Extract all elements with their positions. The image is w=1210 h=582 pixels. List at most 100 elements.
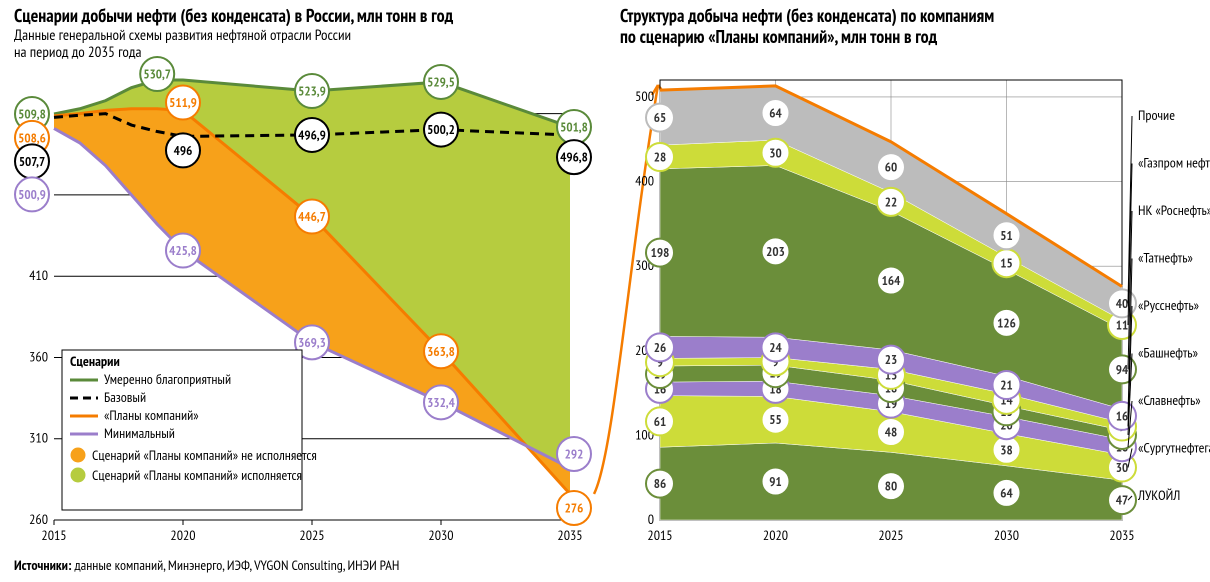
- company-label: «Газпром нефть»: [1138, 154, 1210, 172]
- svg-text:2020: 2020: [170, 526, 195, 544]
- stack-badge: 164: [877, 267, 905, 295]
- stack-badge: 64: [762, 99, 790, 127]
- legend-line-label: «Планы компаний»: [104, 406, 199, 424]
- stack-badge: 55: [762, 406, 790, 434]
- svg-text:60: 60: [885, 159, 897, 176]
- stack-badge: 60: [877, 153, 905, 181]
- company-label: Прочие: [1138, 106, 1175, 124]
- legend-line-label: Базовый: [104, 388, 146, 406]
- svg-text:51: 51: [1000, 227, 1012, 244]
- value-badge: 530,7: [140, 57, 174, 91]
- svg-text:198: 198: [651, 244, 670, 261]
- stack-badge: 47: [1108, 486, 1136, 514]
- stack-badge: 15: [993, 249, 1021, 277]
- company-label: ЛУКОЙЛ: [1137, 486, 1180, 504]
- svg-text:530,7: 530,7: [143, 66, 171, 83]
- value-badge: 425,8: [166, 234, 200, 268]
- svg-text:30: 30: [769, 144, 781, 161]
- svg-text:369,3: 369,3: [298, 334, 326, 351]
- svg-text:28: 28: [654, 149, 666, 166]
- svg-text:55: 55: [769, 411, 781, 428]
- stack-badge: 64: [993, 479, 1021, 507]
- svg-text:164: 164: [882, 272, 901, 289]
- value-badge: 529,5: [424, 65, 458, 99]
- stack-badge: 23: [877, 346, 905, 374]
- svg-text:310: 310: [29, 429, 48, 447]
- sources-text: данные компаний, Минэнерго, ИЭФ, VYGON C…: [71, 556, 399, 574]
- svg-text:16: 16: [1116, 407, 1128, 424]
- svg-text:529,5: 529,5: [427, 73, 455, 90]
- svg-text:2015: 2015: [647, 526, 672, 544]
- svg-text:2025: 2025: [878, 526, 903, 544]
- svg-text:15: 15: [1000, 255, 1012, 272]
- svg-text:21: 21: [1000, 377, 1012, 394]
- svg-text:64: 64: [769, 105, 782, 122]
- stack-badge: 26: [646, 333, 674, 361]
- svg-text:86: 86: [654, 475, 666, 492]
- svg-text:360: 360: [29, 347, 48, 365]
- svg-text:446,7: 446,7: [298, 208, 326, 225]
- value-badge: 507,7: [15, 144, 49, 178]
- svg-text:80: 80: [885, 478, 897, 495]
- stack-badge: 21: [993, 371, 1021, 399]
- value-badge: 500,2: [424, 113, 458, 147]
- charts-svg: 2603103604104605102015202020252030203550…: [0, 0, 1210, 582]
- svg-text:2015: 2015: [41, 526, 66, 544]
- value-badge: 496,8: [557, 140, 591, 174]
- svg-text:64: 64: [1000, 484, 1013, 501]
- svg-text:2035: 2035: [1109, 526, 1134, 544]
- svg-text:507,7: 507,7: [19, 153, 45, 170]
- value-badge: 523,9: [295, 74, 329, 108]
- svg-text:2020: 2020: [763, 526, 788, 544]
- svg-text:61: 61: [654, 413, 666, 430]
- svg-text:11: 11: [1116, 316, 1128, 333]
- legend-line-label: Минимальный: [104, 424, 175, 442]
- svg-text:203: 203: [766, 243, 785, 260]
- stack-badge: 61: [646, 407, 674, 435]
- svg-text:94: 94: [1116, 361, 1129, 378]
- svg-text:24: 24: [769, 339, 782, 356]
- stack-badge: 86: [646, 470, 674, 498]
- svg-text:2030: 2030: [428, 526, 453, 544]
- svg-text:2030: 2030: [994, 526, 1019, 544]
- svg-text:500,9: 500,9: [18, 186, 46, 203]
- value-badge: 292: [557, 437, 591, 471]
- svg-text:496,9: 496,9: [298, 126, 326, 143]
- stack-badge: 91: [762, 468, 790, 496]
- svg-text:496,8: 496,8: [560, 149, 588, 166]
- stack-badge: 51: [993, 221, 1021, 249]
- stack-badge: 28: [646, 143, 674, 171]
- value-badge: 511,9: [166, 86, 200, 120]
- legend-line-label: Умеренно благоприятный: [104, 370, 231, 388]
- stack-badge: 198: [646, 239, 674, 267]
- value-badge: 496: [166, 133, 200, 167]
- svg-text:425,8: 425,8: [169, 242, 197, 259]
- svg-text:496: 496: [174, 142, 193, 159]
- legend-fill-label: Сценарий «Планы компаний» исполняется: [92, 466, 302, 484]
- svg-text:500,2: 500,2: [427, 121, 455, 138]
- svg-text:292: 292: [565, 445, 584, 462]
- stack-badge: 126: [993, 309, 1021, 337]
- svg-text:332,4: 332,4: [427, 394, 455, 411]
- stack-badge: 22: [877, 188, 905, 216]
- stack-badge: 24: [762, 333, 790, 361]
- svg-text:523,9: 523,9: [298, 83, 326, 100]
- value-badge: 363,8: [424, 334, 458, 368]
- legend-fill-swatch: [71, 448, 85, 462]
- value-badge: 332,4: [424, 385, 458, 419]
- svg-text:40: 40: [1116, 295, 1128, 312]
- svg-text:500: 500: [635, 87, 654, 105]
- svg-text:2025: 2025: [299, 526, 324, 544]
- stack-badge: 65: [646, 104, 674, 132]
- svg-text:511,9: 511,9: [169, 94, 197, 111]
- company-label: «Русснефть»: [1138, 296, 1199, 314]
- svg-text:38: 38: [1000, 441, 1012, 458]
- value-badge: 500,9: [15, 177, 49, 211]
- svg-text:276: 276: [565, 499, 584, 516]
- company-label: «Татнефть»: [1138, 249, 1193, 267]
- svg-text:47: 47: [1116, 492, 1128, 509]
- svg-text:2035: 2035: [557, 526, 582, 544]
- svg-text:363,8: 363,8: [427, 343, 455, 360]
- sources-prefix: Источники:: [14, 556, 71, 574]
- company-label: «Славнефть»: [1138, 391, 1201, 409]
